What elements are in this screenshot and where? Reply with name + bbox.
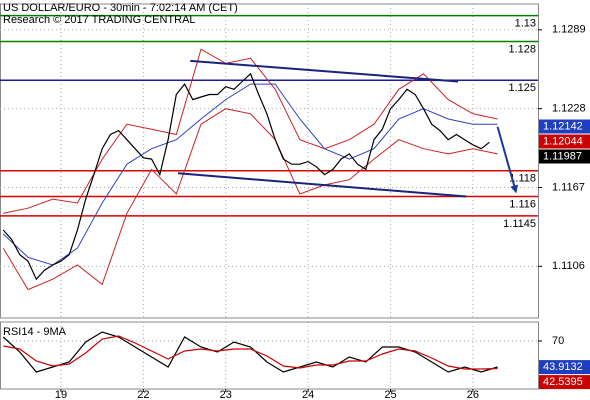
price-badge (539, 119, 590, 134)
series-line (3, 335, 498, 370)
price-badge (539, 149, 590, 164)
price-badge (539, 360, 590, 375)
y-tick-label: 1.1167 (552, 181, 585, 193)
y-tick-label: 1.1289 (552, 24, 586, 36)
plot-layer: 1.1289 1.1228 1.1167 1.1106 1.13 1.128 1.125 1.… (0, 3, 590, 400)
x-tick-label: 25 (384, 389, 396, 400)
series-line (2, 72, 490, 281)
series-line (2, 331, 498, 373)
x-tick-label: 24 (302, 389, 314, 400)
level-label: 1.125 (508, 82, 536, 94)
level-label: 1.1145 (503, 218, 536, 230)
panel-frame (0, 321, 539, 390)
price-badge (539, 134, 590, 149)
level-label: 1.13 (515, 18, 536, 30)
x-tick-label: 23 (220, 389, 232, 400)
y-tick-label: 1.1106 (552, 260, 585, 272)
level-label: 1.116 (509, 198, 536, 210)
forecast-arrow (496, 126, 519, 194)
level-label: 1.118 (509, 173, 536, 185)
y-tick-label: 1.1228 (552, 103, 586, 115)
level-label: 1.128 (508, 43, 536, 55)
price-badge-label: 1.11987 (543, 150, 582, 162)
price-badge (539, 375, 590, 390)
rsi-title: RSI14 - 9MA (3, 326, 67, 338)
price-badge-label: 1.12142 (543, 120, 583, 132)
panel-frame (0, 3, 539, 319)
chart-title: US DOLLAR/EURO - 30min - 7:02:14 AM (CET… (3, 2, 238, 14)
price-badge-label: 42.5395 (543, 376, 583, 388)
price-badge-label: 43.9132 (543, 361, 583, 373)
x-tick-label: 26 (467, 389, 479, 400)
x-tick-label: 19 (55, 389, 67, 400)
chart-subtitle: Research © 2017 TRADING CENTRAL (3, 14, 196, 26)
x-tick-label: 22 (137, 389, 149, 400)
indicator-line (2, 108, 498, 291)
price-badge-label: 1.12044 (543, 135, 583, 147)
indicator-line (2, 83, 498, 266)
trendline (190, 59, 459, 83)
trendline (177, 172, 467, 198)
y-tick-label: 70 (552, 335, 564, 347)
